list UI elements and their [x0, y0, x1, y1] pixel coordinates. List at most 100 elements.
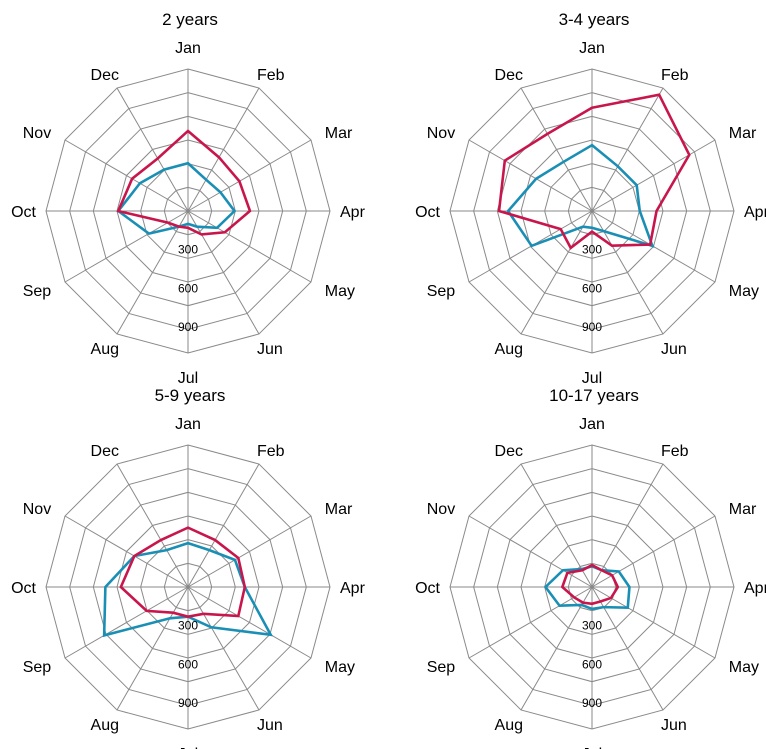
category-label: Jun [257, 341, 283, 358]
category-label: May [729, 659, 759, 676]
grid-spoke [64, 586, 189, 659]
grid-spoke [187, 210, 312, 283]
radial-tick-label: 900 [582, 696, 602, 710]
grid-spoke [187, 210, 260, 335]
grid-spoke [187, 463, 260, 588]
series-line [560, 563, 620, 606]
category-label: Apr [744, 580, 766, 597]
radar-svg: 300600900JanFebMarAprMayJunJulAugSepOctN… [11, 40, 365, 387]
category-label: Oct [415, 580, 440, 597]
grid-spoke [187, 586, 260, 711]
grid-spoke [64, 139, 189, 212]
radial-tick-label: 900 [178, 320, 198, 334]
category-label: Dec [495, 67, 523, 84]
radial-tick-label: 900 [178, 696, 198, 710]
grid-spoke [187, 139, 312, 212]
category-label: Apr [744, 204, 766, 221]
series-line [497, 93, 691, 250]
category-label: Jun [661, 341, 687, 358]
radial-tick-label: 300 [178, 243, 198, 257]
category-label: May [325, 283, 355, 300]
series-line [506, 143, 655, 248]
radial-tick-label: 300 [178, 619, 198, 633]
category-label: Nov [23, 125, 51, 142]
category-label: Jan [175, 416, 201, 433]
grid-spoke [468, 515, 593, 588]
category-label: Nov [427, 501, 455, 518]
grid-spoke [187, 87, 260, 212]
grid-spoke [468, 139, 593, 212]
grid-spoke [187, 515, 312, 588]
radar-panel-1: 2 years 300 600 900 Jan Feb Mar Apr May Jun Jul Au… [0, 0, 383, 387]
category-label: Feb [661, 443, 689, 460]
category-label: Nov [23, 501, 51, 518]
category-label: Sep [23, 283, 52, 300]
radar-panel-2: 3-4 years 300 600 900 Jan Feb Mar Apr May Jun Jul… [404, 0, 766, 387]
category-label: Dec [495, 443, 523, 460]
radar-svg: 300600900JanFebMarAprMayJunJulAugSepOctN… [11, 416, 366, 749]
grid-spoke [591, 515, 716, 588]
radial-tick-label: 600 [178, 282, 198, 296]
grid-spoke [468, 586, 593, 659]
category-label: Sep [23, 659, 52, 676]
grid-spoke [591, 139, 716, 212]
grid-spoke [520, 463, 593, 588]
radial-tick-label: 900 [582, 320, 602, 334]
category-label: Jul [178, 370, 198, 387]
category-label: Jun [257, 717, 283, 734]
radial-tick-label: 600 [178, 658, 198, 672]
category-label: Apr [340, 580, 366, 597]
category-label: Sep [427, 659, 456, 676]
category-label: Oct [11, 580, 36, 597]
radial-tick-label: 300 [582, 619, 602, 633]
grid-spoke [116, 87, 189, 212]
series-line [116, 161, 237, 235]
radar-panel-3: 5-9 years 300600900JanFebMarAprMayJunJul… [0, 376, 383, 749]
grid-spoke [591, 586, 716, 659]
category-label: Jan [579, 40, 605, 57]
category-label: Jun [661, 717, 687, 734]
category-label: Feb [257, 67, 285, 84]
category-label: Aug [495, 717, 523, 734]
grid-spoke [116, 210, 189, 335]
grid-spoke [64, 515, 189, 588]
chart-title: 3-4 years [558, 10, 630, 29]
category-label: Mar [325, 501, 353, 518]
grid-spoke [187, 586, 312, 659]
category-label: May [325, 659, 355, 676]
category-label: Feb [257, 443, 285, 460]
series-line [116, 129, 252, 236]
category-label: Jan [579, 416, 605, 433]
grid-spoke [116, 463, 189, 588]
grid-spoke [116, 586, 189, 711]
category-label: Dec [91, 443, 119, 460]
grid-spoke [591, 87, 664, 212]
radial-tick-label: 600 [582, 658, 602, 672]
grid-spoke [520, 87, 593, 212]
category-label: Oct [415, 204, 440, 221]
category-label: May [729, 283, 759, 300]
radial-tick-label: 300 [582, 243, 602, 257]
category-label: Aug [91, 717, 119, 734]
category-label: Aug [495, 341, 523, 358]
radar-svg: 300600900JanFebMarAprMayJunJulAugSepOctN… [415, 40, 766, 387]
category-label: Mar [729, 501, 757, 518]
category-label: Feb [661, 67, 689, 84]
radar-panel-4: 10-17 years 300600900JanFebMarAprMayJunJ… [404, 376, 766, 749]
category-label: Jan [175, 40, 201, 57]
grid-spoke [591, 463, 664, 588]
radial-tick-label: 600 [582, 282, 602, 296]
category-label: Nov [427, 125, 455, 142]
category-label: Mar [729, 125, 757, 142]
grid-spoke [520, 586, 593, 711]
category-label: Mar [325, 125, 353, 142]
chart-title: 10-17 years [549, 386, 639, 405]
category-label: Jul [582, 370, 602, 387]
category-label: Aug [91, 341, 119, 358]
series-line [119, 526, 247, 619]
chart-title: 2 years [162, 10, 218, 29]
category-label: Oct [11, 204, 36, 221]
series-line [543, 564, 631, 611]
chart-title: 5-9 years [154, 386, 226, 405]
grid-spoke [64, 210, 189, 283]
